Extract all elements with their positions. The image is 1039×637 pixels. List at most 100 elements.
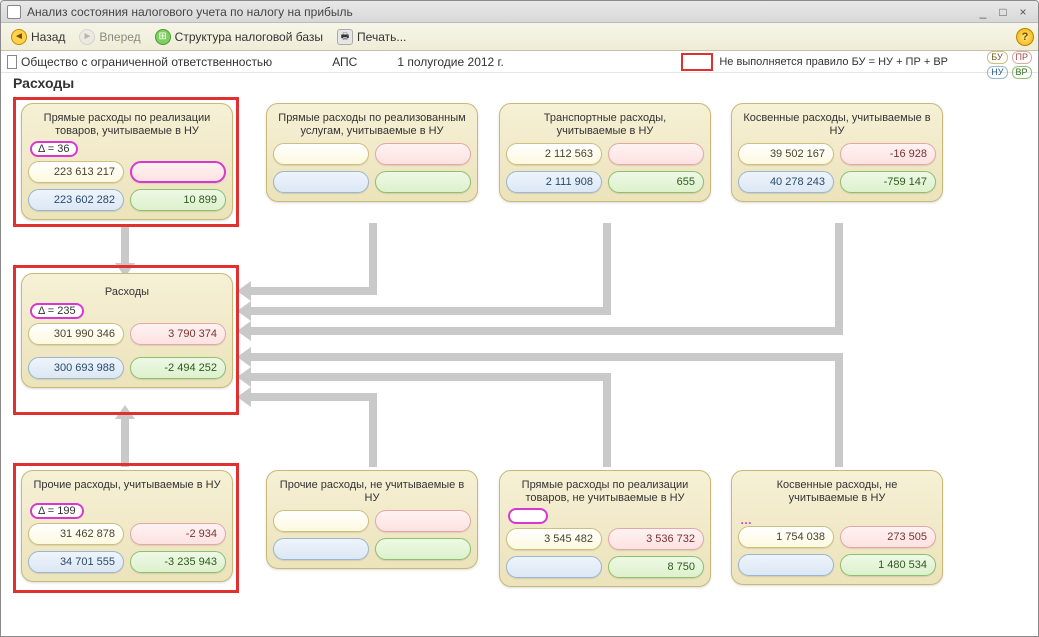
value-vr: -759 147 [840,171,936,193]
legend-abbr: БУ ПР НУ ВР [987,51,1032,79]
value-bu: 2 112 563 [506,143,602,165]
org-name: Общество с ограниченной ответственностью [21,55,272,69]
minimize-button[interactable]: _ [974,4,992,20]
arrow-head [115,405,135,419]
value-vr [375,538,471,560]
help-button[interactable]: ? [1016,28,1034,46]
arrow [603,223,611,311]
value-nu: 300 693 988 [28,357,124,379]
structure-button[interactable]: ⊞ Структура налоговой базы [149,27,329,47]
value-pr [130,161,226,183]
value-pr [375,143,471,165]
arrow [835,223,843,331]
block-other-not-nu[interactable]: Прочие расходы, не учитываемые в НУ [266,470,478,569]
block-indirect-nu[interactable]: Косвенные расходы, учитываемые в НУ 39 5… [731,103,943,202]
forward-button[interactable]: ► Вперед [73,27,146,47]
period: 1 полугодие 2012 г. [397,55,503,69]
arrow [249,307,611,315]
block-title: Косвенные расходы, не учитываемые в НУ [738,477,936,510]
back-button[interactable]: ◄ Назад [5,27,71,47]
window-title: Анализ состояния налогового учета по нал… [27,5,972,19]
value-nu [273,538,369,560]
block-title: Прямые расходы по реализованным услугам,… [273,110,471,143]
legend-nu: НУ [987,66,1007,79]
arrow [249,393,377,401]
block-direct-goods-nu[interactable]: Прямые расходы по реализации товаров, уч… [21,103,233,220]
value-pr: 3 536 732 [608,528,704,550]
value-nu: 40 278 243 [738,171,834,193]
legend-vr: ВР [1012,66,1032,79]
block-title: Расходы [28,280,226,305]
print-button[interactable]: 🖶 Печать... [331,27,412,47]
value-bu: 301 990 346 [28,323,124,345]
value-nu: 2 111 908 [506,171,602,193]
value-pr: -2 934 [130,523,226,545]
error-legend-box [681,53,713,71]
value-vr: 655 [608,171,704,193]
value-vr: -3 235 943 [130,551,226,573]
legend-pr: ПР [1012,51,1032,64]
close-button[interactable]: × [1014,4,1032,20]
block-title: Транспортные расходы, учитываемые в НУ [506,110,704,143]
block-transport-nu[interactable]: Транспортные расходы, учитываемые в НУ 2… [499,103,711,202]
delta-badge: Δ = 199 [30,503,84,519]
block-direct-goods-not-nu[interactable]: Прямые расходы по реализации товаров, не… [499,470,711,587]
arrow-head [237,367,251,387]
app-icon [7,5,21,19]
value-pr: -16 928 [840,143,936,165]
forward-label: Вперед [99,30,140,44]
structure-label: Структура налоговой базы [175,30,323,44]
arrow [249,327,843,335]
value-bu [273,510,369,532]
toolbar: ◄ Назад ► Вперед ⊞ Структура налоговой б… [1,23,1038,51]
block-title: Косвенные расходы, учитываемые в НУ [738,110,936,143]
arrow [369,223,377,291]
value-vr: 1 480 534 [840,554,936,576]
value-pr [608,143,704,165]
value-nu [738,554,834,576]
org-code: АПС [332,55,357,69]
arrow [249,353,843,361]
diagram-canvas: Прямые расходы по реализации товаров, уч… [1,95,1038,636]
titlebar: Анализ состояния налогового учета по нал… [1,1,1038,23]
arrow [835,359,843,467]
value-vr: 10 899 [130,189,226,211]
select-marker[interactable] [7,55,17,69]
arrow-head [237,321,251,341]
value-vr: 8 750 [608,556,704,578]
arrow-head [237,387,251,407]
block-total-expenses[interactable]: Расходы Δ = 235 301 990 346 3 790 374 30… [21,273,233,388]
value-pr: 3 790 374 [130,323,226,345]
block-title: Прямые расходы по реализации товаров, не… [506,477,704,510]
value-bu: 31 462 878 [28,523,124,545]
printer-icon: 🖶 [337,29,353,45]
back-label: Назад [31,30,65,44]
value-bu [273,143,369,165]
print-label: Печать... [357,30,406,44]
arrow-head [237,347,251,367]
arrow-head [237,281,251,301]
dots-icon: … [740,513,752,527]
block-title: Прочие расходы, учитываемые в НУ [28,477,226,505]
rule-text: Не выполняется правило БУ = НУ + ПР + ВР [719,56,948,68]
section-title: Расходы [1,73,1038,95]
block-other-nu[interactable]: Прочие расходы, учитываемые в НУ Δ = 199… [21,470,233,582]
value-pr: 273 505 [840,526,936,548]
app-window: Анализ состояния налогового учета по нал… [0,0,1039,637]
arrow [603,379,611,467]
delta-badge-empty [508,508,548,524]
block-indirect-not-nu[interactable]: Косвенные расходы, не учитываемые в НУ …… [731,470,943,585]
value-vr: -2 494 252 [130,357,226,379]
arrow-right-icon: ► [79,29,95,45]
value-nu: 34 701 555 [28,551,124,573]
arrow [249,287,377,295]
maximize-button[interactable]: □ [994,4,1012,20]
legend-bu: БУ [987,51,1007,64]
value-vr [375,171,471,193]
value-nu [273,171,369,193]
value-bu: 1 754 038 [738,526,834,548]
arrow-head [237,301,251,321]
value-nu: 223 602 282 [28,189,124,211]
value-pr [375,510,471,532]
block-direct-services-nu[interactable]: Прямые расходы по реализованным услугам,… [266,103,478,202]
